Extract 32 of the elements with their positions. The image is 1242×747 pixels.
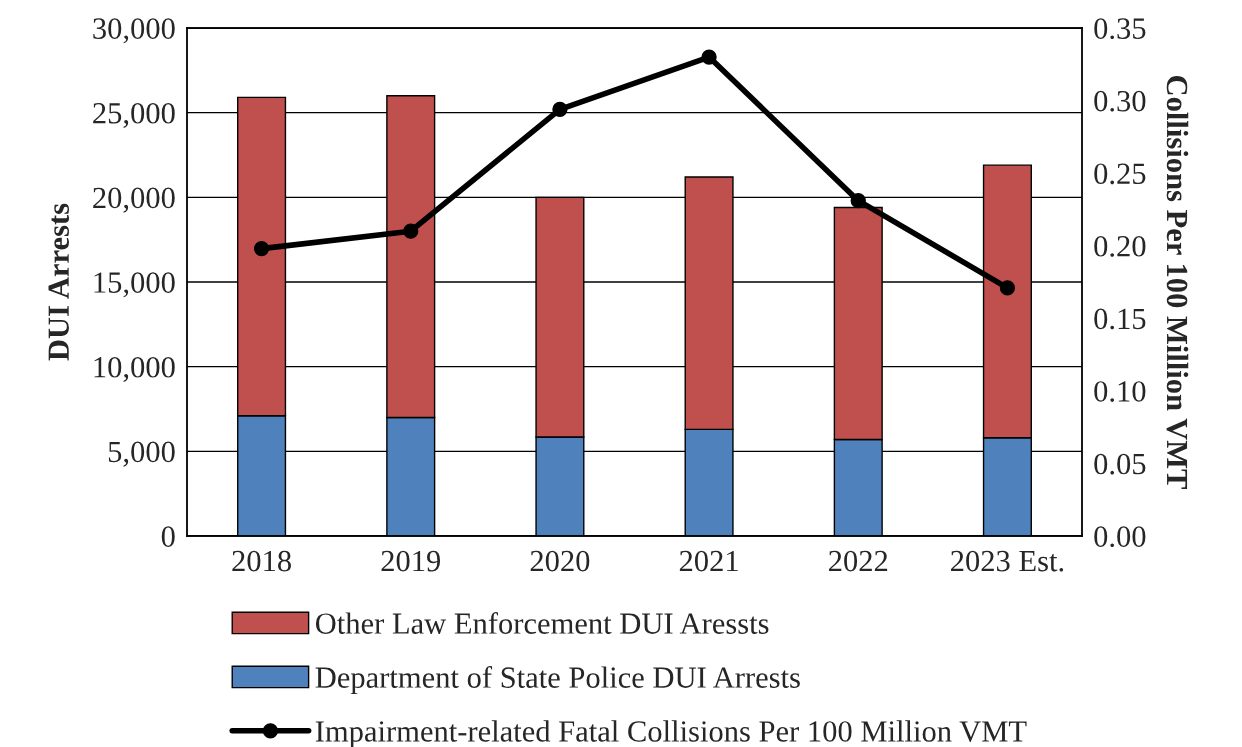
y2-tick-label: 0.00 <box>1094 526 1146 548</box>
y-axis-title: DUI Arrests <box>48 203 69 361</box>
x-tick-label: 2023 Est. <box>951 550 1064 572</box>
point <box>552 101 568 117</box>
legend-label: Other Law Enforcement DUI Aressts <box>315 612 769 634</box>
y2-axis-title: Collisions Per 100 Million VMT <box>1166 76 1189 489</box>
y-tick-label: 0 <box>161 526 175 547</box>
point <box>850 193 866 209</box>
x-tick-label: 2022 <box>829 550 888 572</box>
x-tick-label: 2019 <box>381 550 441 572</box>
y-tick-label: 15,000 <box>94 272 175 298</box>
y-tick-label: 10,000 <box>94 356 175 382</box>
y-tick-label: 30,000 <box>93 18 175 44</box>
y2-tick-label: 0.25 <box>1094 163 1146 185</box>
y2-tick-label: 0.05 <box>1094 453 1146 475</box>
point <box>403 223 419 239</box>
point <box>701 49 717 65</box>
legend-label: Department of State Police DUI Arrests <box>315 666 800 695</box>
point <box>253 240 270 257</box>
x-tick-label: 2018 <box>232 550 291 572</box>
y-tick-label: 5,000 <box>108 441 175 467</box>
point <box>999 280 1016 296</box>
x-tick-label: 2020 <box>530 550 590 572</box>
y2-tick-label: 0.15 <box>1094 308 1146 330</box>
y-tick-label: 25,000 <box>93 102 175 128</box>
y2-tick-label: 0.20 <box>1094 236 1146 257</box>
y2-tick-label: 0.35 <box>1094 18 1146 40</box>
y-tick-label: 20,000 <box>93 187 175 213</box>
y2-tick-label: 0.30 <box>1094 90 1146 112</box>
x-tick-label: 2021 <box>679 550 738 572</box>
legend-label: Impairment-related Fatal Collisions Per 100 Million VMT <box>315 720 1027 747</box>
y2-tick-label: 0.10 <box>1094 381 1146 402</box>
